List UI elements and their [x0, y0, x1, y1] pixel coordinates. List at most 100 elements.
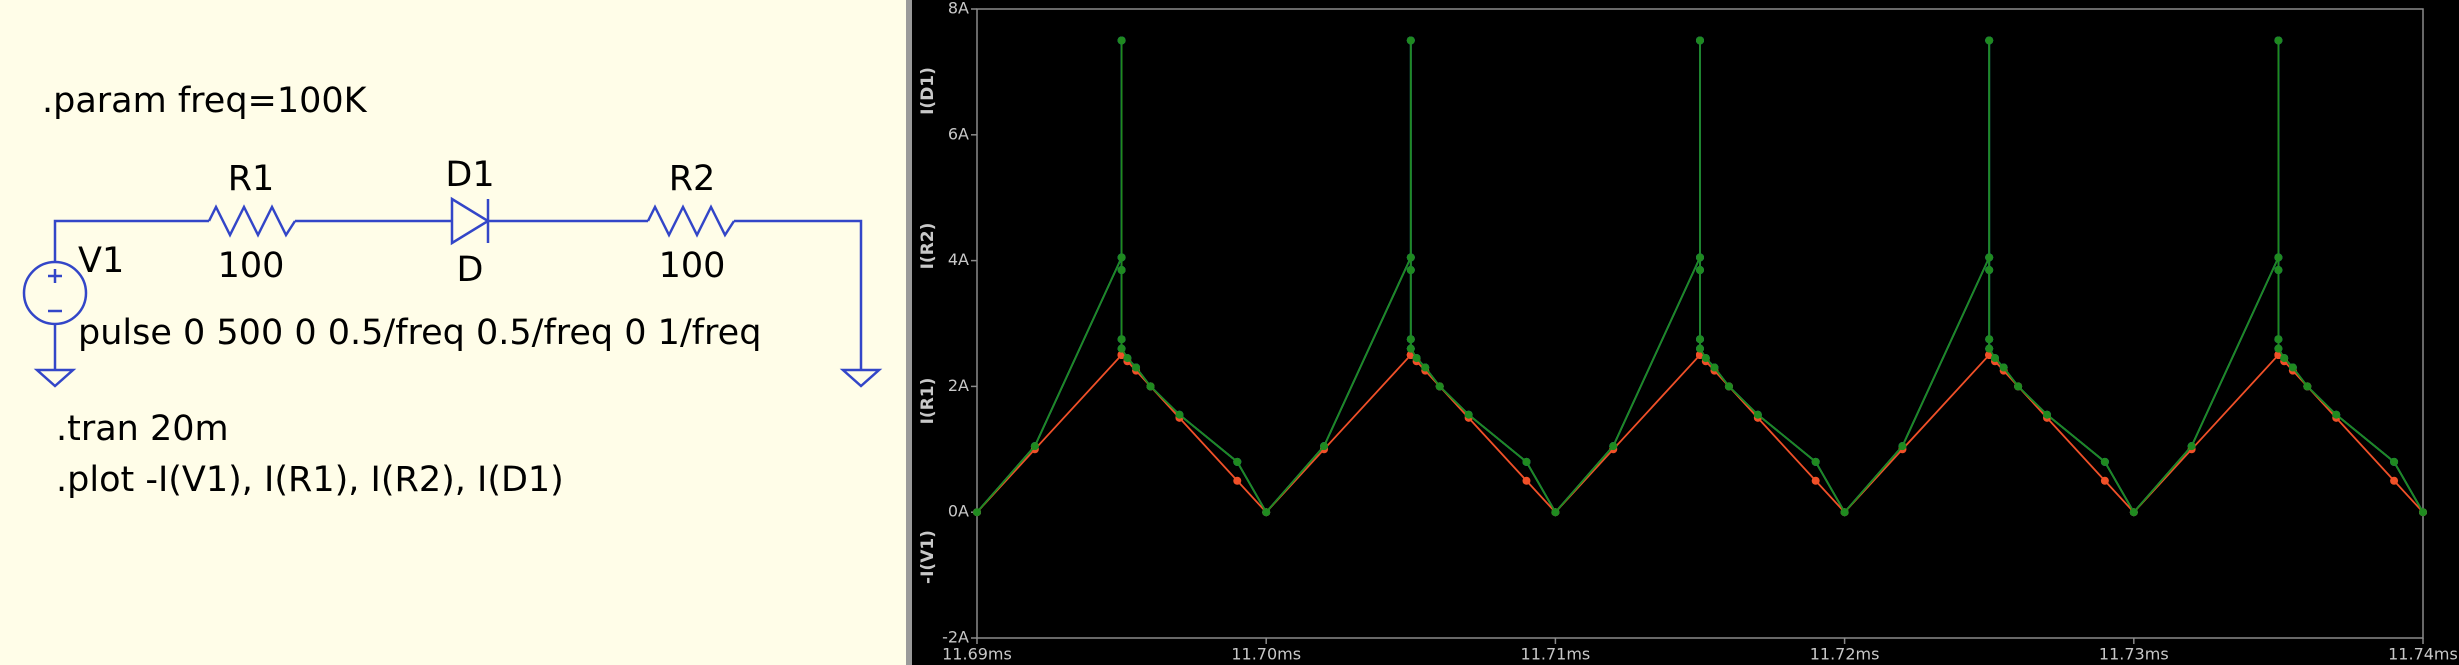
data-point: [2303, 382, 2312, 391]
data-point: [1117, 335, 1126, 344]
data-point: [1412, 354, 1421, 363]
data-point: [2014, 382, 2023, 391]
data-point: [1406, 335, 1415, 344]
ground: [33, 368, 77, 388]
data-point: [1753, 410, 1762, 419]
data-point: [1406, 266, 1415, 275]
data-point: [1146, 382, 1155, 391]
data-point: [2274, 335, 2283, 344]
data-point: [1701, 354, 1710, 363]
data-point: [2274, 266, 2283, 275]
component-name: D1: [445, 155, 494, 195]
data-point: [2274, 36, 2283, 45]
data-point: [2419, 508, 2427, 517]
data-point: [1811, 476, 1820, 485]
legend-entry: -I(V1): [918, 530, 938, 584]
resistor-r2: [646, 204, 736, 238]
diode-d1: [450, 196, 491, 246]
y-tick-label: 0A: [948, 502, 969, 521]
y-tick-label: 6A: [948, 124, 969, 143]
wire: [53, 219, 209, 262]
data-point: [1435, 382, 1444, 391]
command: .tran 20m: [56, 409, 229, 449]
data-point: [2390, 457, 2399, 466]
data-point: [1464, 410, 1473, 419]
data-point: [1320, 442, 1329, 451]
data-point: [1406, 36, 1415, 45]
component-value: 100: [659, 246, 726, 286]
data-point: [1421, 363, 1430, 372]
schematic-panel: [0, 0, 906, 665]
data-point: [1551, 508, 1560, 517]
data-point: [2390, 476, 2399, 485]
command: .plot -I(V1), I(R1), I(R2), I(D1): [56, 460, 564, 500]
data-point: [2187, 442, 2196, 451]
data-point: [1696, 253, 1704, 262]
data-point: [973, 508, 981, 517]
data-point: [2332, 410, 2341, 419]
data-point: [1233, 457, 1242, 466]
data-point: [1696, 266, 1704, 275]
data-point: [1233, 476, 1242, 485]
data-point: [1117, 266, 1126, 275]
data-point: [1406, 253, 1415, 262]
source-name: V1: [78, 241, 124, 281]
data-point: [2100, 457, 2109, 466]
schematic: .param freq=100K R1 100 D1 D R2 100 V1 p…: [22, 81, 883, 500]
data-point: [1609, 442, 1618, 451]
legend-entry: I(R2): [918, 223, 938, 270]
data-point: [1117, 36, 1126, 45]
ground: [839, 368, 883, 388]
data-point: [1030, 442, 1039, 451]
wire: [734, 219, 863, 370]
data-point: [1696, 335, 1704, 344]
data-point: [2043, 410, 2052, 419]
data-point: [1898, 442, 1907, 451]
data-point: [2288, 363, 2297, 372]
data-point: [1117, 253, 1126, 262]
data-point: [1522, 457, 1531, 466]
data-point: [1985, 335, 1994, 344]
y-tick-label: -2A: [942, 628, 969, 647]
data-point: [1724, 382, 1733, 391]
param-directive: .param freq=100K: [42, 81, 368, 121]
data-point: [1123, 354, 1132, 363]
data-point: [1999, 363, 2008, 372]
data-point: [2100, 476, 2109, 485]
component-name: R2: [669, 159, 716, 199]
y-tick-label: 2A: [948, 376, 969, 395]
data-point: [1985, 253, 1994, 262]
series-line: [976, 40, 2424, 514]
data-point: [2129, 508, 2138, 517]
data-point: [1262, 508, 1271, 517]
x-tick-label: 11.71ms: [1521, 645, 1591, 664]
data-point: [1522, 476, 1531, 485]
data-point: [1132, 363, 1141, 372]
data-point: [1811, 457, 1820, 466]
y-tick-label: 4A: [948, 250, 969, 269]
data-point: [1990, 354, 1999, 363]
legend-entry: I(R1): [918, 378, 938, 425]
x-tick-label: 11.72ms: [1810, 645, 1880, 664]
data-point: [2274, 253, 2283, 262]
data-point: [1840, 508, 1849, 517]
resistor-r1: [207, 204, 297, 238]
data-point: [1117, 344, 1126, 353]
legend-entry: I(D1): [918, 67, 938, 115]
data-point: [1696, 36, 1704, 45]
component-value: 100: [218, 246, 285, 286]
data-point: [1710, 363, 1719, 372]
data-point: [2280, 354, 2289, 363]
splitter[interactable]: [906, 0, 912, 665]
data-point: [1696, 344, 1704, 353]
data-point: [1985, 36, 1994, 45]
component-value: D: [457, 250, 484, 290]
x-tick-label: 11.69ms: [942, 645, 1012, 664]
data-point: [1175, 410, 1184, 419]
series-line: [976, 353, 2424, 514]
waveform-plot: -2A 0A 2A 4A 6A 8A 11.69ms 11.70ms 11.71ms 11.72m…: [918, 0, 2458, 664]
y-tick-label: 8A: [948, 0, 969, 18]
x-tick-label: 11.74ms: [2388, 645, 2458, 664]
